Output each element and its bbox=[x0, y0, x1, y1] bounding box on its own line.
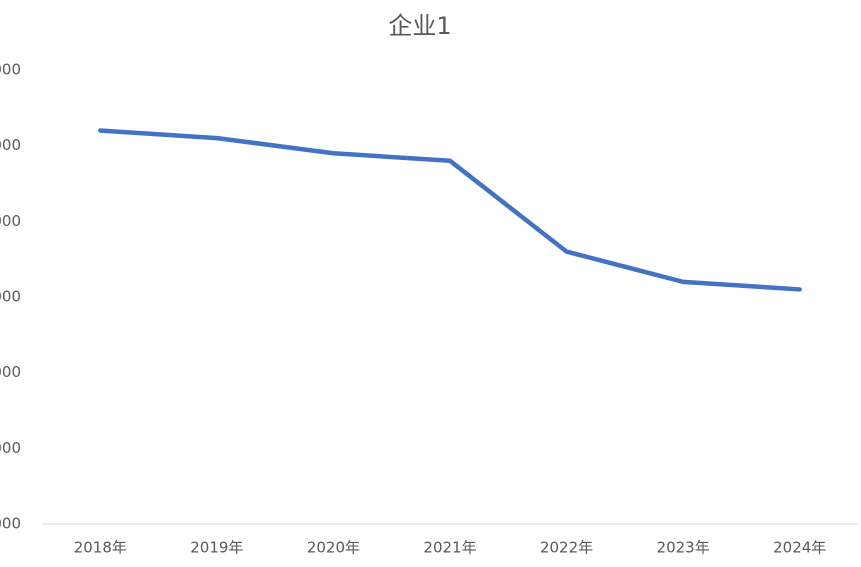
y-tick-label: 16000 bbox=[0, 61, 21, 79]
chart-title: 企业1 bbox=[388, 12, 451, 40]
y-tick-label: 13000 bbox=[0, 288, 21, 306]
x-tick-label: 2019年 bbox=[190, 539, 243, 557]
x-tick-label: 2023年 bbox=[657, 539, 710, 557]
x-tick-label: 2018年 bbox=[74, 539, 127, 557]
y-tick-label: 12000 bbox=[0, 363, 21, 381]
y-tick-label: 15000 bbox=[0, 136, 21, 154]
x-tick-label: 2021年 bbox=[423, 539, 476, 557]
y-tick-label: 11000 bbox=[0, 439, 21, 457]
x-tick-label: 2022年 bbox=[540, 539, 593, 557]
x-tick-label: 2020年 bbox=[307, 539, 360, 557]
series-line bbox=[98, 128, 802, 292]
y-tick-label: 14000 bbox=[0, 212, 21, 230]
x-tick-label: 2024年 bbox=[773, 539, 826, 557]
